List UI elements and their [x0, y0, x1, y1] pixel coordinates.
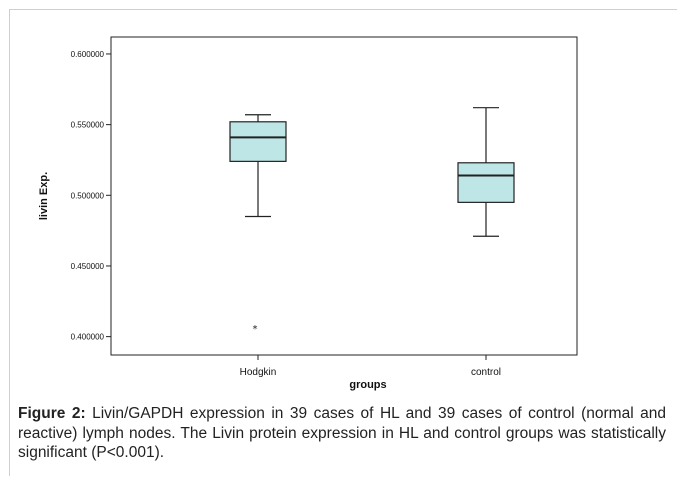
iqr-box — [229, 121, 287, 162]
caption-label: Figure 2: — [18, 405, 86, 422]
outlier-marker: * — [253, 324, 258, 335]
caption-text: Livin/GAPDH expression in 39 cases of HL… — [18, 405, 666, 461]
y-axis-title: livin Exp. — [38, 172, 50, 220]
y-tick-label: 0.500000 — [71, 191, 105, 200]
iqr-box — [457, 162, 515, 203]
y-tick-label: 0.600000 — [71, 50, 105, 59]
figure-frame — [9, 9, 677, 476]
box-group: * — [229, 114, 287, 335]
box-group — [457, 107, 515, 237]
y-tick-label: 0.450000 — [71, 262, 105, 271]
y-tick-label: 0.400000 — [71, 333, 105, 342]
x-tick-label: Hodgkin — [240, 367, 277, 378]
x-axis: Hodgkin control — [240, 355, 501, 378]
figure-caption: Figure 2: Livin/GAPDH expression in 39 c… — [18, 404, 666, 463]
x-tick-label: control — [471, 367, 501, 378]
y-tick-label: 0.550000 — [71, 121, 105, 130]
y-axis: 0.400000 0.450000 0.500000 0.550000 0.600000 — [71, 50, 111, 342]
box-series: * — [229, 107, 515, 335]
x-axis-title: groups — [349, 379, 386, 391]
boxplot-chart: 0.400000 0.450000 0.500000 0.550000 0.600000… — [38, 36, 578, 391]
